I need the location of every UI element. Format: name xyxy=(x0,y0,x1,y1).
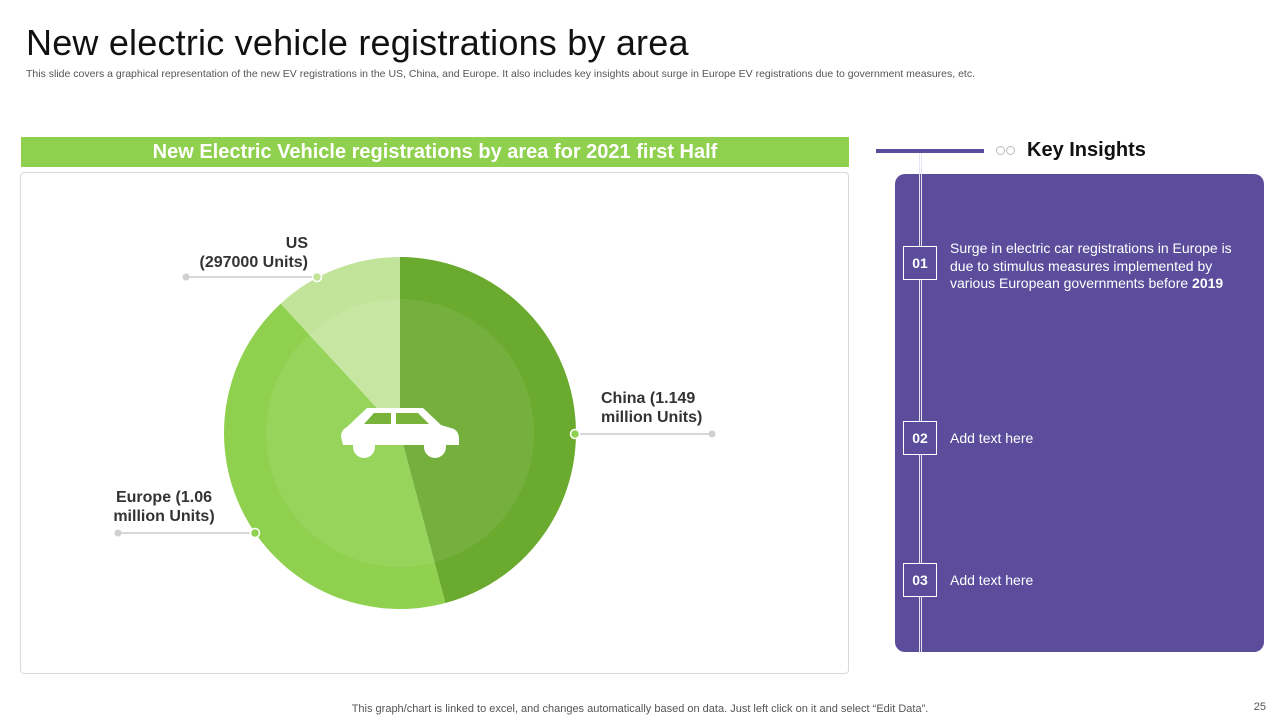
insight-number-03: 03 xyxy=(903,563,937,597)
europe-label-line1: Europe (1.06 xyxy=(115,489,213,506)
insight-text-01-bold: 2019 xyxy=(1192,275,1224,291)
insight-text-03[interactable]: Add text here xyxy=(950,572,1034,588)
insight-text-01: Surge in electric car registrations in E… xyxy=(950,240,1250,293)
leader-dot-us xyxy=(311,271,323,283)
leader-end-dot-china xyxy=(708,430,716,438)
pie-slice-europe[interactable] xyxy=(224,303,446,609)
footer-note: This graph/chart is linked to excel, and… xyxy=(351,703,929,715)
pie-slice-china[interactable] xyxy=(400,257,576,604)
insights-timeline xyxy=(919,153,922,653)
insights-panel xyxy=(895,174,1264,652)
chart-header: New Electric Vehicle registrations by ar… xyxy=(21,137,849,167)
insight-number-01: 01 xyxy=(903,246,937,280)
us-label-line2: (297000 Units) xyxy=(199,254,309,271)
china-label-line1: China (1.149 xyxy=(601,390,696,407)
leader-end-dot-europe xyxy=(114,529,122,537)
insight-text-01-body: Surge in electric car registrations in E… xyxy=(950,240,1232,291)
insights-accent-line xyxy=(876,149,984,153)
slice-label-china: China (1.149 million Units) xyxy=(601,389,721,427)
page-title: New electric vehicle registrations by ar… xyxy=(26,22,689,63)
slice-label-europe: Europe (1.06 million Units) xyxy=(104,488,224,526)
leader-dot-europe xyxy=(249,527,261,539)
us-label-line1: US xyxy=(285,235,308,252)
leader-dot-china xyxy=(569,428,581,440)
insight-number-02: 02 xyxy=(903,421,937,455)
chart-container xyxy=(20,172,849,674)
insights-title: Key Insights xyxy=(1027,139,1146,161)
china-label-line2: million Units) xyxy=(601,409,703,426)
pie-slice-us[interactable] xyxy=(280,257,400,433)
car-icon xyxy=(341,408,459,458)
leader-end-dot-us xyxy=(182,273,190,281)
ring-dot-icon xyxy=(1006,146,1015,155)
page-subtitle: This slide covers a graphical representa… xyxy=(26,68,976,80)
insight-text-02[interactable]: Add text here xyxy=(950,430,1034,446)
page-number: 25 xyxy=(1253,701,1266,713)
slice-label-us: US (297000 Units) xyxy=(168,234,309,272)
europe-label-line2: million Units) xyxy=(113,508,215,525)
ring-dot-icon xyxy=(996,146,1005,155)
